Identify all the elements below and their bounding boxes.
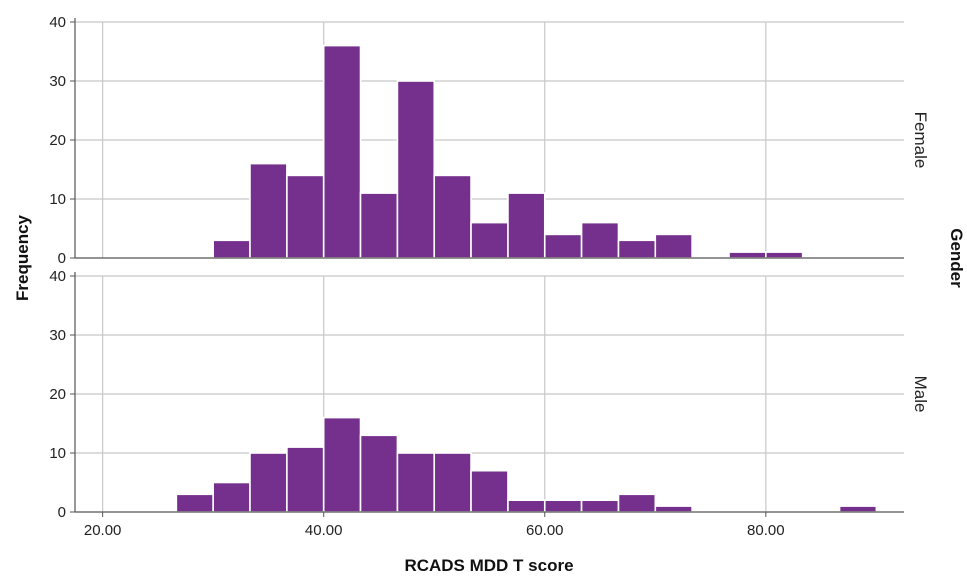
histogram-bar — [433, 174, 472, 259]
histogram-bar — [543, 499, 583, 513]
histogram-bar — [396, 452, 436, 513]
histogram-bar — [470, 221, 509, 259]
x-tick-label: 80.00 — [747, 522, 785, 539]
x-tick-label: 20.00 — [84, 522, 122, 539]
panels-layer: 0 10 20 30 40 Female 0 10 20 30 40 Male 20.00 40.00 60… — [49, 14, 930, 539]
facet-title: Gender — [947, 228, 966, 288]
histogram-bar — [543, 233, 583, 259]
y-tick-label: 40 — [49, 14, 66, 31]
facet-label-female: Female — [911, 112, 930, 169]
x-tick-label: 40.00 — [305, 522, 343, 539]
histogram-bar — [838, 505, 878, 513]
histogram-bar — [359, 434, 399, 513]
y-tick-label: 40 — [49, 268, 66, 285]
histogram-bar — [359, 192, 399, 259]
histogram-bar — [322, 416, 362, 513]
panel-female: 0 10 20 30 40 Female — [49, 14, 930, 267]
histogram-bar — [580, 499, 620, 513]
histogram-bar — [433, 452, 472, 513]
y-tick-label: 10 — [49, 191, 66, 208]
y-tick-label: 20 — [49, 386, 66, 403]
histogram-bar — [249, 452, 288, 513]
histogram-bar — [580, 221, 620, 259]
y-tick-label: 0 — [58, 250, 66, 267]
x-tick-label: 60.00 — [526, 522, 564, 539]
histogram-bar — [175, 493, 214, 513]
histogram-bar — [654, 233, 693, 259]
histogram-bar — [470, 469, 509, 513]
y-tick-label: 10 — [49, 445, 66, 462]
histogram-bar — [507, 499, 546, 513]
facet-label-male: Male — [911, 376, 930, 413]
y-tick-label: 0 — [58, 504, 66, 521]
y-tick-label: 30 — [49, 327, 66, 344]
panel-male: 0 10 20 30 40 Male — [49, 268, 930, 521]
histogram-bar — [212, 239, 251, 259]
histogram-bar — [249, 162, 288, 259]
histogram-bar — [286, 446, 325, 513]
histogram-bar — [396, 80, 436, 259]
histogram-bar — [617, 493, 657, 513]
x-axis-title: RCADS MDD T score — [404, 556, 573, 575]
y-tick-label: 20 — [49, 132, 66, 149]
histogram-bar — [728, 251, 767, 259]
histogram-bar — [654, 505, 693, 513]
histogram-bar — [212, 481, 251, 513]
y-axis-title: Frequency — [13, 214, 32, 301]
histogram-bar — [322, 44, 362, 259]
histogram-bar — [617, 239, 657, 259]
histogram-bar — [765, 251, 804, 259]
histogram-bar — [286, 174, 325, 259]
histogram-bar — [507, 192, 546, 259]
y-tick-label: 30 — [49, 73, 66, 90]
